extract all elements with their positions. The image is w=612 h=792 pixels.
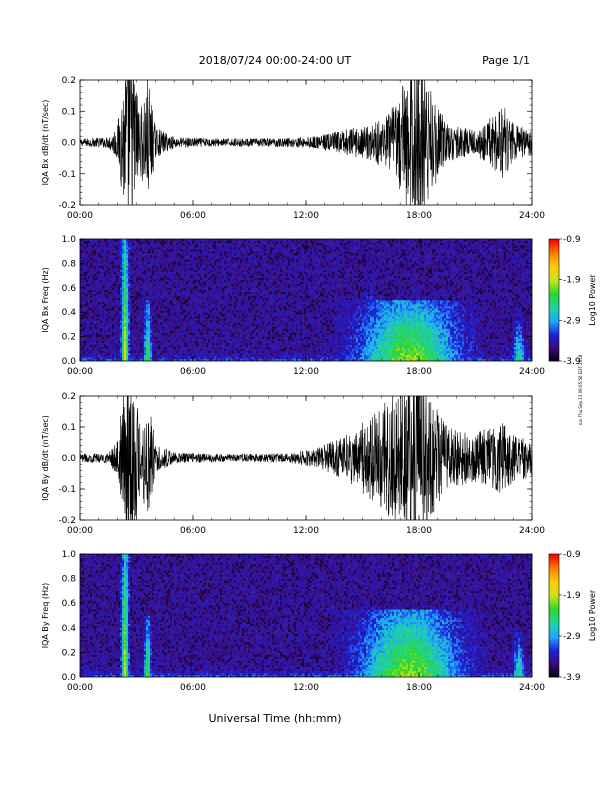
colorbar-tick-label: -0.9 xyxy=(563,235,581,245)
trace-3 xyxy=(80,396,532,520)
panels: 0.20.10.0-0.1-0.200:00 06:00 12:00 18:00 24:… xyxy=(41,76,597,693)
y-tick-label: 0.6 xyxy=(62,284,77,294)
colorbar-2: -0.9 -1.9 -2.9 -3.9 Log10 Power xyxy=(548,235,597,367)
y-tick-label: 0.1 xyxy=(62,423,76,433)
y-tick-label: 0.2 xyxy=(62,333,76,343)
y-tick-label: 0.0 xyxy=(62,357,77,367)
x-tick-label: 24:00 xyxy=(519,526,545,536)
trace-1 xyxy=(80,80,532,205)
colorbar-tick-label: -1.9 xyxy=(563,276,581,286)
y-axis-label: IQA Bx dB/dt (nT/sec) xyxy=(41,100,50,186)
y-tick-label: 0.4 xyxy=(62,624,77,634)
spectrogram-2 xyxy=(80,239,532,361)
y-tick-label: 0.2 xyxy=(62,648,76,658)
colorbar-tick-label: -3.9 xyxy=(563,357,581,367)
y-tick-label: -0.1 xyxy=(58,170,76,180)
y-tick-label: 1.0 xyxy=(62,550,77,560)
x-tick-label: 18:00 xyxy=(406,526,432,536)
y-axis-label: IQA By Freq (Hz) xyxy=(41,583,50,649)
colorbar-tick-label: -3.9 xyxy=(563,673,581,683)
panel-2: -0.9 -1.9 -2.9 -3.9 Log10 Power 1.0 0.8 0.6 0.4 0… xyxy=(41,235,597,377)
page-title: 2018/07/24 00:00-24:00 UT xyxy=(199,54,352,67)
y-tick-label: 0.1 xyxy=(62,107,76,117)
panel-3: 0.2 0.1 0.0 -0.1 -0.200:00 06:00 12:00 18:00 24:… xyxy=(41,392,545,536)
y-tick-label: 0.4 xyxy=(62,308,77,318)
y-axis-label: IQA Bx Freq (Hz) xyxy=(41,267,50,333)
x-tick-label: 12:00 xyxy=(293,526,319,536)
panel-4: -0.9 -1.9 -2.9 -3.9 Log10 Power 1.0 0.8 0.6 0.4 0… xyxy=(41,550,597,693)
x-tick-label: 00:00 xyxy=(67,367,93,377)
x-tick-label: 06:00 xyxy=(180,683,206,693)
y-tick-label: 0.0 xyxy=(62,673,77,683)
colorbar-tick-label: -2.9 xyxy=(563,316,581,326)
x-axis-title: Universal Time (hh:mm) xyxy=(209,712,342,725)
colorbar-label: Log10 Power xyxy=(588,589,597,641)
y-tick-label: -0.1 xyxy=(58,485,76,495)
colorbar-4: -0.9 -1.9 -2.9 -3.9 Log10 Power xyxy=(548,550,597,683)
colorbar-tick-label: -0.9 xyxy=(563,550,581,560)
y-tick-label: -0.2 xyxy=(58,516,76,526)
x-tick-label: 24:00 xyxy=(519,683,545,693)
colorbar-label: Log10 Power xyxy=(588,274,597,326)
y-tick-label: 0.6 xyxy=(62,599,77,609)
x-tick-label: 00:00 xyxy=(67,211,93,221)
colorbar-tick-label: -1.9 xyxy=(563,591,581,601)
y-tick-label: 0.2 xyxy=(62,76,76,86)
y-tick-label: 1.0 xyxy=(62,235,77,245)
x-tick-label: 12:00 xyxy=(293,367,319,377)
y-tick-label: 0.2 xyxy=(62,392,76,402)
colorbar-tick-label: -2.9 xyxy=(563,632,581,642)
spectrogram-4 xyxy=(80,554,532,677)
x-tick-label: 24:00 xyxy=(519,367,545,377)
x-tick-label: 18:00 xyxy=(406,367,432,377)
x-tick-label: 06:00 xyxy=(180,367,206,377)
x-tick-label: 18:00 xyxy=(406,211,432,221)
x-tick-label: 12:00 xyxy=(293,211,319,221)
x-tick-label: 12:00 xyxy=(293,683,319,693)
x-tick-label: 00:00 xyxy=(67,526,93,536)
x-tick-label: 06:00 xyxy=(180,526,206,536)
x-tick-label: 24:00 xyxy=(519,211,545,221)
x-tick-label: 06:00 xyxy=(180,211,206,221)
y-tick-label: 0.0 xyxy=(62,454,77,464)
panel-1: 0.2 0.1 0.0 -0.1 -0.200:00 06:00 12:00 18:00 24:… xyxy=(41,76,545,221)
y-tick-label: 0.0 xyxy=(62,139,77,149)
y-tick-label: 0.8 xyxy=(62,259,77,269)
page-number: Page 1/1 xyxy=(482,54,530,67)
x-tick-label: 18:00 xyxy=(406,683,432,693)
y-axis-label: IQA By dB/dt (nT/sec) xyxy=(41,415,50,501)
run-stamp: run Thu Sep 13 09:05:56 EDT 2018 xyxy=(578,354,583,425)
y-tick-label: -0.2 xyxy=(58,201,76,211)
y-tick-label: 0.8 xyxy=(62,575,77,585)
x-tick-label: 00:00 xyxy=(67,683,93,693)
